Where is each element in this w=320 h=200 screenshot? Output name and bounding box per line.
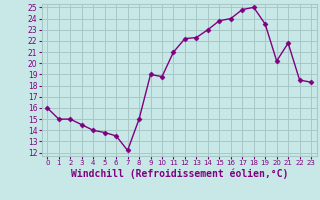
X-axis label: Windchill (Refroidissement éolien,°C): Windchill (Refroidissement éolien,°C) [70, 169, 288, 179]
